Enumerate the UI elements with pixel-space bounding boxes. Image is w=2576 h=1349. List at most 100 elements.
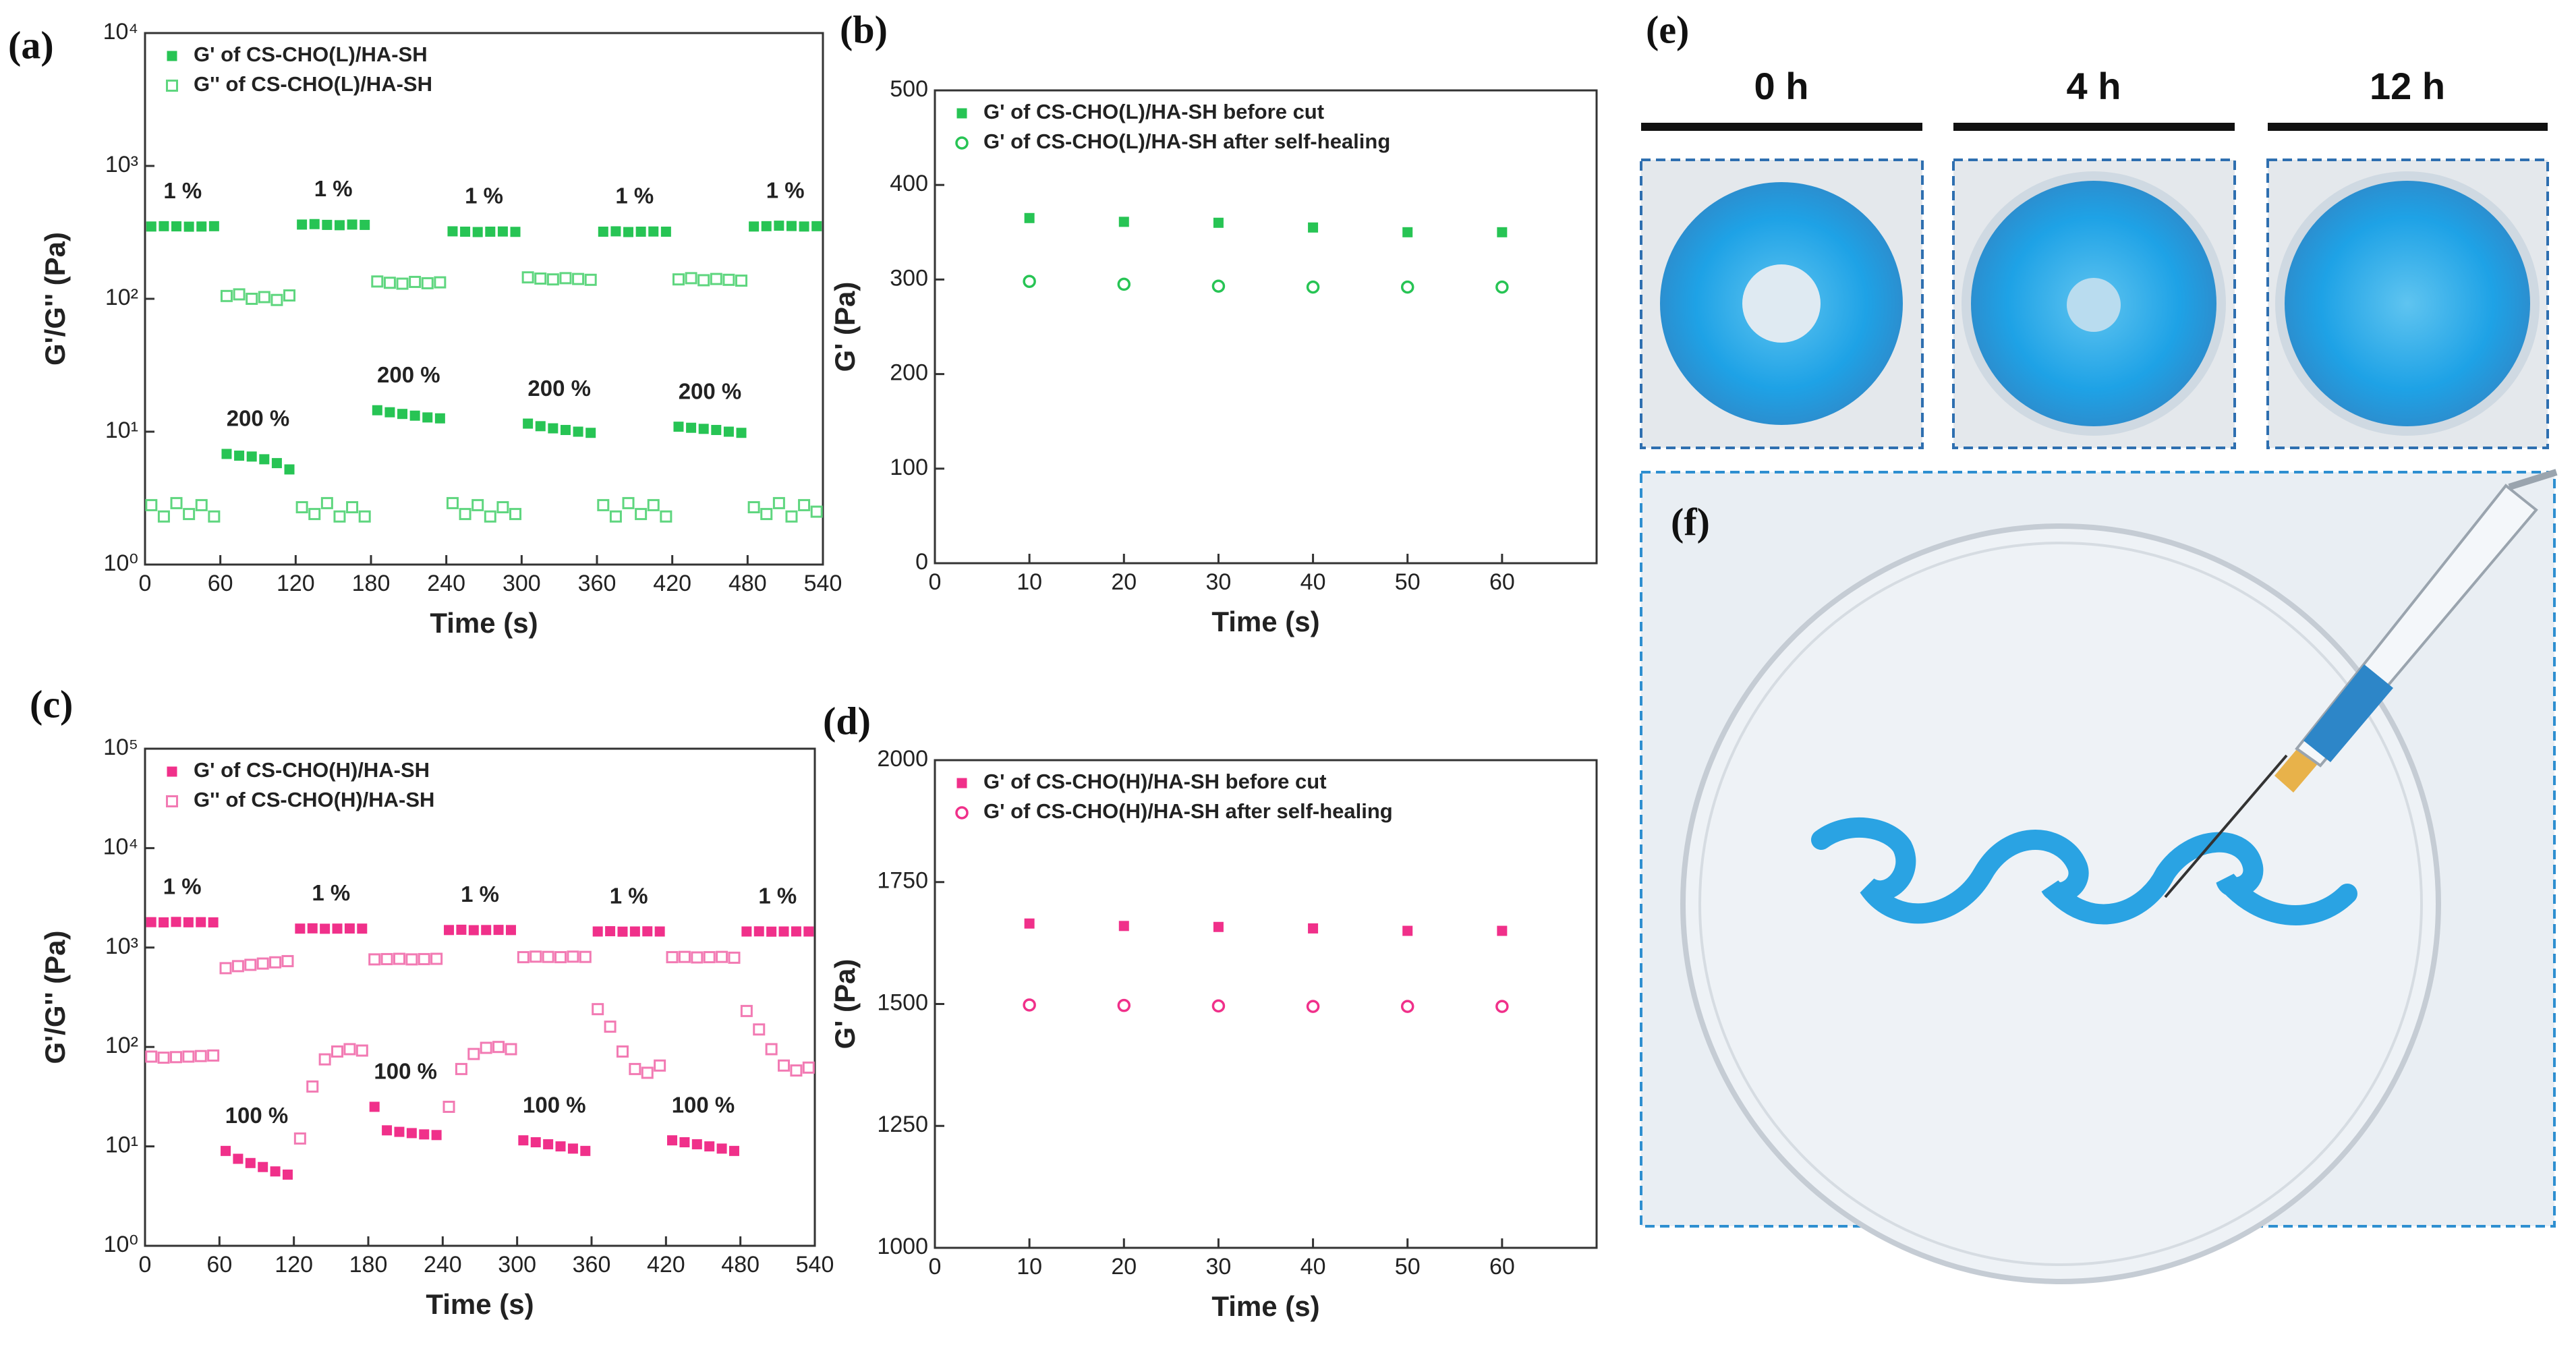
x-tick-label: 300 xyxy=(503,571,541,596)
data-point xyxy=(542,950,554,963)
data-point xyxy=(703,951,716,964)
data-point xyxy=(447,226,458,237)
data-point xyxy=(1118,921,1129,931)
annotation: 100 % xyxy=(672,1092,735,1117)
data-point xyxy=(446,496,459,509)
data-point xyxy=(622,496,635,509)
data-point xyxy=(146,917,156,927)
data-point xyxy=(747,501,760,514)
data-point xyxy=(761,221,772,231)
panel-label: (f) xyxy=(1671,500,1710,544)
data-point xyxy=(322,219,333,230)
data-point xyxy=(334,220,345,231)
data-point xyxy=(710,272,722,285)
data-point xyxy=(735,275,748,287)
data-point xyxy=(159,917,169,928)
petri-rim xyxy=(1698,542,2423,1266)
data-point xyxy=(309,219,320,229)
data-point xyxy=(369,1101,380,1112)
data-point xyxy=(548,423,559,434)
data-point xyxy=(196,221,207,232)
x-tick-label: 40 xyxy=(1300,1254,1326,1280)
data-point xyxy=(736,428,747,438)
data-point xyxy=(282,1169,293,1180)
data-point xyxy=(481,925,492,936)
data-point xyxy=(169,1051,182,1064)
y-tick-label: 10⁴ xyxy=(103,834,138,859)
data-point xyxy=(535,421,546,432)
data-point xyxy=(384,407,395,418)
data-point xyxy=(318,1053,331,1066)
data-point xyxy=(704,1141,715,1152)
data-point xyxy=(1118,217,1129,227)
y-tick-label: 0 xyxy=(915,549,928,575)
x-tick-label: 30 xyxy=(1206,569,1232,595)
data-point xyxy=(347,219,357,230)
data-point xyxy=(221,1145,231,1156)
y-tick-label: 10² xyxy=(105,285,138,310)
data-point xyxy=(635,226,646,237)
data-point xyxy=(786,221,797,231)
plot-frame xyxy=(144,747,816,1247)
data-point xyxy=(170,496,183,509)
data-point xyxy=(672,273,685,286)
data-point xyxy=(666,951,679,964)
data-point xyxy=(741,926,752,937)
data-point xyxy=(283,289,296,302)
x-tick-label: 360 xyxy=(578,571,617,596)
data-point xyxy=(146,221,156,232)
bar xyxy=(1641,123,1922,131)
annotation: 1 % xyxy=(163,178,202,203)
data-point xyxy=(456,924,467,935)
data-point xyxy=(573,426,583,437)
data-point xyxy=(711,424,722,435)
x-tick-label: 540 xyxy=(796,1252,834,1278)
data-point xyxy=(647,498,660,511)
data-point xyxy=(194,1050,207,1062)
data-point xyxy=(510,227,521,237)
data-point xyxy=(697,274,710,287)
annotation: 200 % xyxy=(227,406,290,431)
x-tick-label: 0 xyxy=(139,571,152,596)
y-axis-label: G' (Pa) xyxy=(829,282,861,372)
y-tick-label: 10³ xyxy=(105,934,138,959)
x-tick-label: 120 xyxy=(277,571,315,596)
legend-marker xyxy=(956,108,967,119)
data-point xyxy=(159,221,169,231)
data-point xyxy=(468,925,479,936)
x-tick-label: 180 xyxy=(352,571,391,596)
y-tick-label: 10⁵ xyxy=(103,735,138,760)
y-tick-label: 1500 xyxy=(877,989,928,1015)
y-tick-label: 300 xyxy=(890,265,928,291)
data-point xyxy=(1023,275,1036,288)
legend-label: G' of CS-CHO(H)/HA-SH before cut xyxy=(983,770,1327,793)
cut-hole xyxy=(1742,264,1821,343)
data-point xyxy=(380,952,393,965)
data-point xyxy=(642,926,653,937)
data-point xyxy=(772,496,785,509)
data-point xyxy=(560,424,571,435)
data-point xyxy=(471,498,484,511)
data-point xyxy=(765,1043,778,1056)
data-point xyxy=(171,221,182,232)
data-point xyxy=(333,510,346,523)
data-point xyxy=(258,1161,268,1172)
data-point xyxy=(297,219,308,230)
data-point xyxy=(585,428,596,438)
data-point xyxy=(295,923,306,934)
legend-label: G' of CS-CHO(L)/HA-SH after self-healing xyxy=(983,130,1390,153)
legend-label: G' of CS-CHO(L)/HA-SH before cut xyxy=(983,100,1324,123)
data-point xyxy=(584,273,597,286)
y-tick-label: 2000 xyxy=(877,746,928,772)
legend-label: G' of CS-CHO(H)/HA-SH after self-healing xyxy=(983,799,1393,823)
y-tick-label: 1000 xyxy=(877,1234,928,1259)
data-point xyxy=(421,277,434,289)
data-point xyxy=(774,221,784,231)
data-point xyxy=(753,926,764,937)
legend-label: G'' of CS-CHO(L)/HA-SH xyxy=(194,72,432,96)
x-axis-label: Time (s) xyxy=(1211,606,1319,637)
data-point xyxy=(208,917,219,928)
data-point xyxy=(293,1132,306,1145)
data-point xyxy=(609,510,622,523)
data-point xyxy=(598,226,608,237)
